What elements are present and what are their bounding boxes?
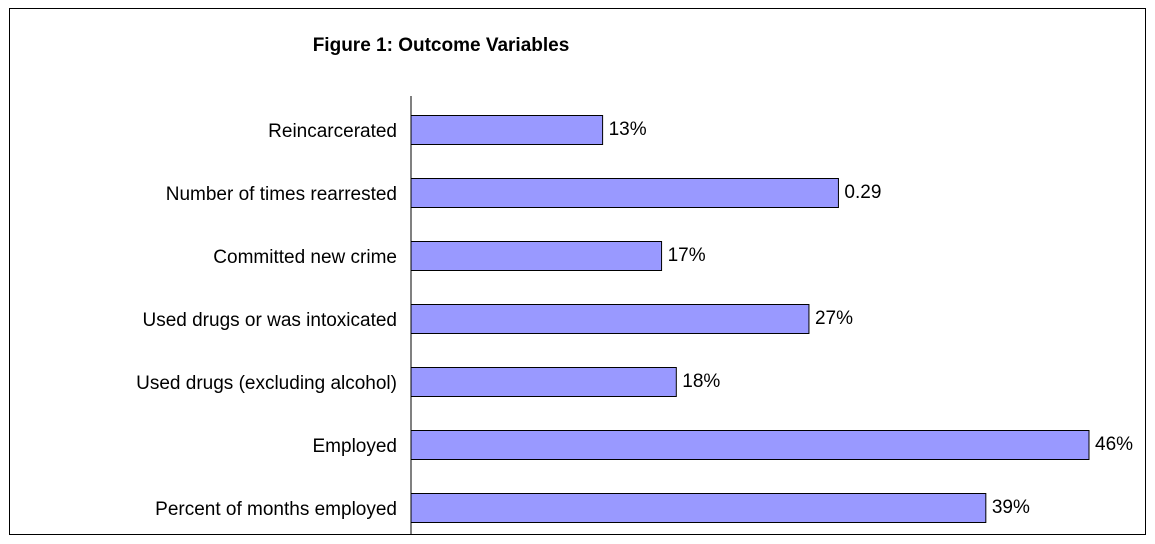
data-label: 17% bbox=[668, 245, 706, 266]
bar bbox=[410, 115, 604, 145]
data-label: 18% bbox=[682, 371, 720, 392]
data-label: 27% bbox=[815, 308, 853, 329]
bar-chart: Figure 1: Outcome Variables Reincarcerat… bbox=[136, 35, 1133, 534]
data-label: 0.29 bbox=[844, 182, 881, 203]
bars-layer: Reincarcerated 13% Number of times rearres… bbox=[136, 115, 1133, 523]
bar bbox=[410, 304, 810, 334]
bar bbox=[410, 178, 839, 208]
category-label: Committed new crime bbox=[213, 247, 397, 268]
data-label: 46% bbox=[1095, 434, 1133, 455]
chart-frame: Figure 1: Outcome Variables Reincarcerat… bbox=[9, 8, 1146, 535]
bar bbox=[410, 430, 1090, 460]
bar bbox=[410, 493, 987, 523]
chart-title: Figure 1: Outcome Variables bbox=[313, 35, 570, 56]
data-label: 39% bbox=[992, 497, 1030, 518]
category-label: Reincarcerated bbox=[268, 121, 397, 142]
bar bbox=[410, 241, 663, 271]
category-label: Employed bbox=[313, 436, 398, 457]
category-label: Used drugs (excluding alcohol) bbox=[136, 373, 397, 394]
category-label: Percent of months employed bbox=[155, 499, 397, 520]
category-label: Used drugs or was intoxicated bbox=[142, 310, 397, 331]
category-label: Number of times rearrested bbox=[166, 184, 397, 205]
bar bbox=[410, 367, 677, 397]
data-label: 13% bbox=[609, 119, 647, 140]
